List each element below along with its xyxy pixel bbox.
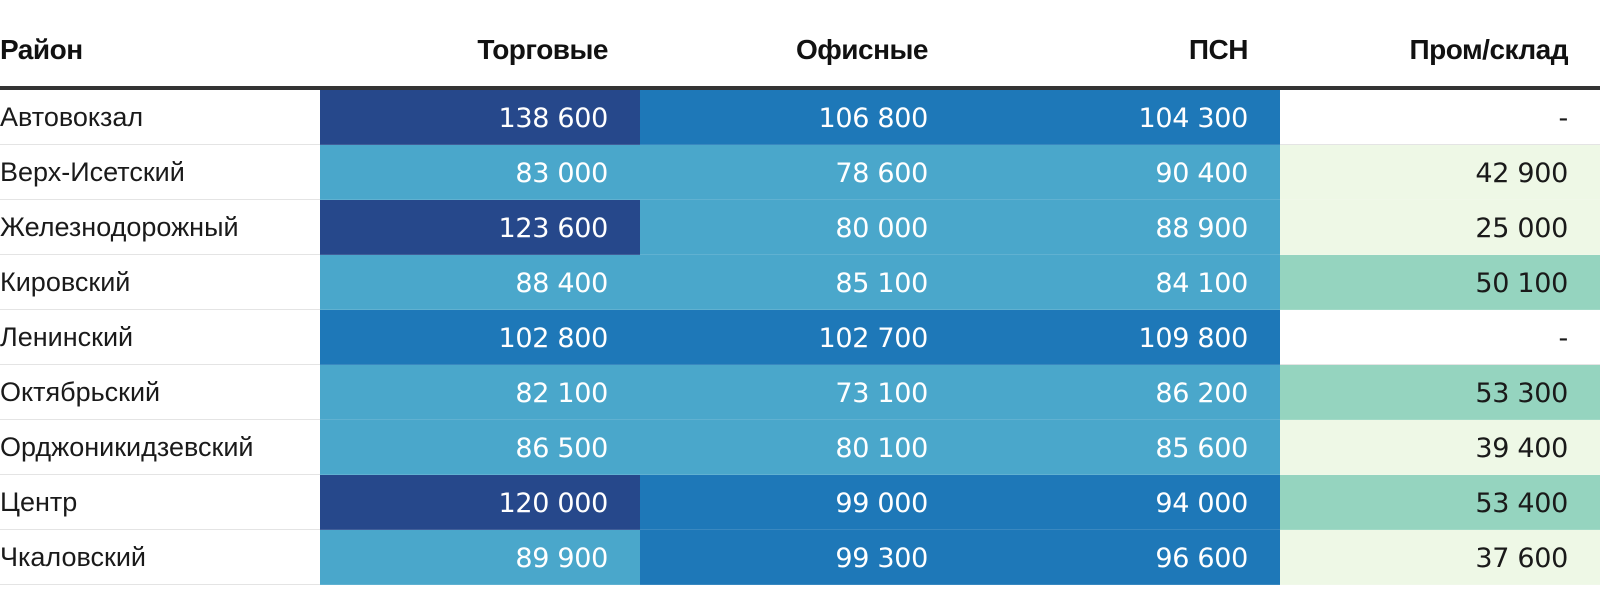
industrial-header: Пром/склад — [1409, 34, 1568, 65]
value-cell: 138 600 — [320, 90, 640, 145]
district-name: Кировский — [0, 267, 131, 297]
district-name: Октябрьский — [0, 377, 161, 407]
table-row: Автовокзал 138 600 106 800 104 300- — [0, 90, 1600, 145]
value-cell: 94 000 — [960, 475, 1280, 530]
value-cell: - — [1280, 90, 1600, 145]
district-name: Верх-Исетский — [0, 157, 185, 187]
value-cell: 123 600 — [320, 200, 640, 255]
table-row: Орджоникидзевский 86 500 80 100 85 600 39 40… — [0, 420, 1600, 475]
value-cell: 84 100 — [960, 255, 1280, 310]
row-divider — [0, 474, 320, 475]
psn-header: ПСН — [1188, 34, 1249, 65]
table-row: Железнодорожный 123 600 80 000 88 900 25 000 — [0, 200, 1600, 255]
value-cell: 120 000 — [320, 475, 640, 530]
table-row: Кировский 88 400 85 100 84 100 50 100 — [0, 255, 1600, 310]
value-cell: 80 000 — [640, 200, 960, 255]
value-cell: 102 800 — [320, 310, 640, 365]
table-body: Автовокзал 138 600 106 800 104 300- Верх-Исе… — [0, 90, 1600, 585]
value-cell: 89 900 — [320, 530, 640, 585]
district-header: Район — [0, 34, 83, 65]
value-cell: 80 100 — [640, 420, 960, 475]
table-row: Центр 120 000 99 000 94 000 53 400 — [0, 475, 1600, 530]
value-cell: 109 800 — [960, 310, 1280, 365]
row-divider — [0, 144, 320, 145]
value-cell: 85 100 — [640, 255, 960, 310]
row-divider — [0, 529, 320, 530]
district-name: Железнодорожный — [0, 212, 239, 242]
table-row: Чкаловский 89 900 99 300 96 600 37 600 — [0, 530, 1600, 585]
value-cell: 83 000 — [320, 145, 640, 200]
value-cell: 104 300 — [960, 90, 1280, 145]
value-cell: 25 000 — [1280, 200, 1600, 255]
value-cell: - — [1280, 310, 1600, 365]
district-name: Орджоникидзевский — [0, 432, 254, 462]
value-cell: 37 600 — [1280, 530, 1600, 585]
value-cell: 86 500 — [320, 420, 640, 475]
heatmap-table: Район Торговые Офисные ПСН Пром/склад Автово… — [0, 24, 1600, 585]
row-divider — [0, 419, 320, 420]
office-header: Офисные — [796, 34, 928, 65]
value-cell: 53 300 — [1280, 365, 1600, 420]
value-cell: 106 800 — [640, 90, 960, 145]
table-header: Район Торговые Офисные ПСН Пром/склад — [0, 24, 1600, 90]
value-cell: 90 400 — [960, 145, 1280, 200]
value-cell: 53 400 — [1280, 475, 1600, 530]
table-row: Ленинский 102 800 102 700 109 800- — [0, 310, 1600, 365]
value-cell: 96 600 — [960, 530, 1280, 585]
retail-header: Торговые — [477, 34, 608, 65]
row-divider — [0, 584, 320, 585]
table-row: Октябрьский 82 100 73 100 86 200 53 300 — [0, 365, 1600, 420]
district-name: Автовокзал — [0, 102, 144, 132]
row-divider — [0, 309, 320, 310]
value-cell: 82 100 — [320, 365, 640, 420]
value-cell: 102 700 — [640, 310, 960, 365]
row-divider — [0, 254, 320, 255]
value-cell: 39 400 — [1280, 420, 1600, 475]
value-cell: 42 900 — [1280, 145, 1600, 200]
district-name: Чкаловский — [0, 542, 147, 572]
value-cell: 50 100 — [1280, 255, 1600, 310]
value-cell: 85 600 — [960, 420, 1280, 475]
value-cell: 86 200 — [960, 365, 1280, 420]
table-row: Верх-Исетский 83 000 78 600 90 400 42 900 — [0, 145, 1600, 200]
value-cell: 88 900 — [960, 200, 1280, 255]
value-cell: 99 000 — [640, 475, 960, 530]
value-cell: 88 400 — [320, 255, 640, 310]
district-name: Центр — [0, 487, 78, 517]
value-cell: 73 100 — [640, 365, 960, 420]
district-name: Ленинский — [0, 322, 134, 352]
row-divider — [0, 364, 320, 365]
row-divider — [0, 199, 320, 200]
value-cell: 99 300 — [640, 530, 960, 585]
value-cell: 78 600 — [640, 145, 960, 200]
